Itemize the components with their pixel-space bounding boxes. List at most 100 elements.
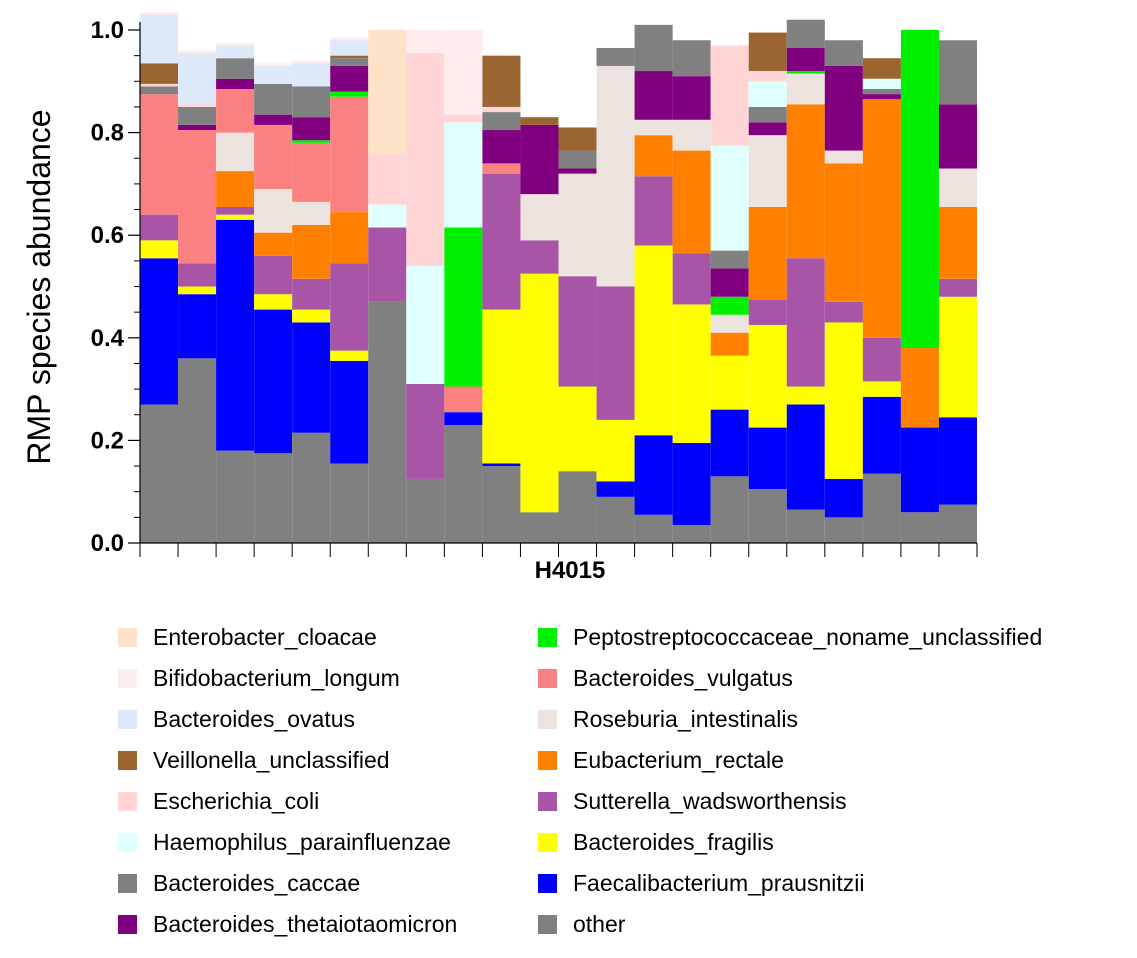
bar-segment (482, 112, 521, 131)
bar-segment (254, 309, 293, 454)
bar-segment (748, 324, 787, 428)
bar-segment (824, 40, 863, 66)
legend-item: Roseburia_intestinalis (538, 704, 798, 734)
legend-label: Bacteroides_fragilis (573, 828, 774, 855)
bar-segment (292, 117, 331, 141)
bar-segment (710, 145, 749, 251)
bar-segment (254, 63, 293, 66)
legend-item: Peptostreptococcaceae_noname_unclassifie… (538, 622, 1042, 652)
bar-segment (596, 65, 635, 287)
bar-segment (786, 104, 825, 259)
bar-segment (520, 124, 559, 195)
legend-swatch (538, 627, 557, 647)
bar-segment (634, 514, 673, 543)
legend-swatch (538, 668, 557, 688)
bar-segment (368, 227, 407, 302)
bar-segment (862, 337, 901, 382)
legend-label: Bacteroides_thetaiotaomicron (153, 910, 458, 937)
bar-segment (444, 386, 483, 413)
bar-segment (444, 227, 483, 387)
bar-segment (710, 355, 749, 410)
legend-item: Haemophilus_parainfluenzae (118, 827, 451, 857)
bar-segment (216, 42, 255, 46)
bar-segment (140, 83, 179, 87)
bar-segment (634, 119, 673, 136)
bar-segment (406, 383, 445, 479)
legend-swatch (118, 873, 137, 893)
bar-segment (748, 489, 787, 543)
bar-segment (254, 189, 293, 233)
legend-item: Bifidobacterium_longum (118, 663, 400, 693)
bar-segment (216, 219, 255, 451)
bar-segment (672, 150, 711, 254)
bar-segment (938, 504, 977, 543)
legend-swatch (538, 750, 557, 770)
bar-segment (558, 150, 597, 169)
bar-segment (330, 263, 369, 351)
bar-segment (292, 201, 331, 225)
bar-segment (216, 89, 255, 133)
legend: Enterobacter_cloacae Bifidobacterium_long… (118, 622, 1128, 952)
legend-swatch (538, 709, 557, 729)
bar-segment (786, 71, 825, 74)
bar-segment (862, 396, 901, 474)
bar-segment (292, 63, 331, 87)
bar-segment (824, 65, 863, 151)
bar-segment (520, 512, 559, 543)
bar-segment (558, 127, 597, 151)
legend-item: Enterobacter_cloacae (118, 622, 377, 652)
bar-segment (406, 30, 445, 54)
bar-segment (178, 358, 217, 543)
bar-segment (558, 386, 597, 472)
bar-segment (140, 214, 179, 241)
bar-segment (140, 94, 179, 215)
bar-segment (634, 71, 673, 120)
bar-segment (634, 176, 673, 246)
bar-segment (406, 53, 445, 266)
bar-segment (748, 106, 787, 123)
bar-segment (216, 171, 255, 207)
bar-segment (178, 104, 217, 107)
legend-label: Roseburia_intestinalis (573, 705, 799, 732)
legend-item: Bacteroides_caccae (118, 868, 360, 898)
bar-segment (444, 412, 483, 426)
bar-segment (938, 278, 977, 297)
bar-segment (710, 250, 749, 269)
bar-segment (254, 294, 293, 310)
bar-segment (406, 265, 445, 384)
bar-segment (330, 360, 369, 464)
bar-segment (862, 88, 901, 95)
bar-segment (178, 286, 217, 295)
y-tick-label: 0.0 (91, 530, 124, 557)
plot-area: 0.0 0.2 0.4 0.6 0.8 1.0 RMP species abundance H… (21, 12, 978, 584)
bar-segment (482, 130, 521, 164)
bar-segment (634, 245, 673, 436)
bar-segment (482, 309, 521, 464)
bar-segment (824, 301, 863, 323)
bar-segment (216, 45, 255, 59)
bar-segment (368, 30, 407, 154)
bar-segment (596, 47, 635, 66)
bar-segment (254, 83, 293, 115)
bar-segment (482, 55, 521, 107)
bar-segment (824, 517, 863, 543)
bar-segment (444, 30, 483, 115)
bar-segment (824, 478, 863, 518)
legend-item: Veillonella_unclassified (118, 745, 390, 775)
bar-segment (748, 71, 787, 82)
bar-segment (824, 163, 863, 302)
bar-segment (178, 124, 217, 131)
bar-segment (672, 76, 711, 120)
legend-swatch (118, 709, 137, 729)
bar-segment (292, 322, 331, 433)
y-tick-label: 0.4 (91, 325, 125, 352)
legend-swatch (118, 668, 137, 688)
y-tick-label: 0.6 (91, 222, 124, 249)
bar-segment (596, 419, 635, 482)
bar-segment (938, 206, 977, 279)
bar-segment (748, 81, 787, 107)
bar-segment (672, 525, 711, 543)
bar-segment (786, 19, 825, 48)
bar-segment (938, 296, 977, 418)
bar-segment (862, 94, 901, 100)
